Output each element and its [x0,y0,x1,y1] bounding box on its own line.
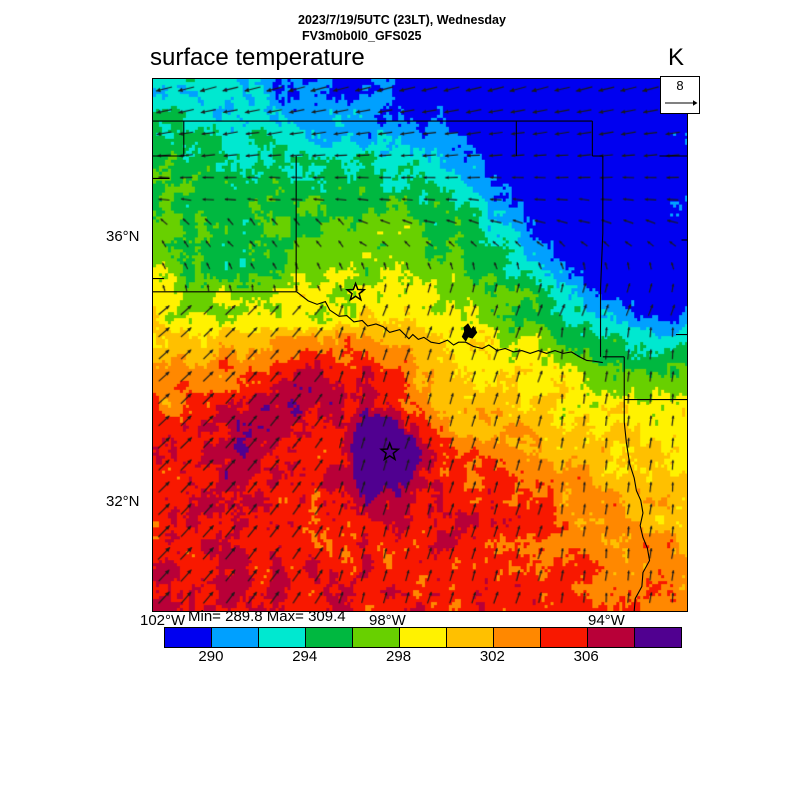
wind-reference-value: 8 [676,78,684,93]
border-path-12 [623,399,651,611]
colorbar-segment-9 [588,628,635,647]
colorbar-segment-3 [306,628,353,647]
lon-tick-94w: 94°W [588,612,625,629]
colorbar-segment-7 [494,628,541,647]
colorbar-segment-2 [259,628,306,647]
colorbar-segment-1 [212,628,259,647]
colorbar-segment-5 [400,628,447,647]
header-model-name: FV3m0b0l0_GFS025 [302,29,422,43]
colorbar-tick-290: 290 [198,648,224,665]
colorbar-segment-8 [541,628,588,647]
page-title: surface temperature [150,44,365,71]
colorbar-segment-0 [165,628,212,647]
header-datetime: 2023/7/19/5UTC (23LT), Wednesday [298,13,506,27]
colorbar-segment-10 [635,628,681,647]
colorbar[interactable] [164,627,682,648]
lat-tick-36n: 36°N [106,228,140,245]
map-overlay-layer [153,120,687,611]
colorbar-tick-298: 298 [386,648,412,665]
station-markers [345,281,401,462]
lake-texoma-shape [461,323,478,342]
border-path-8 [296,291,603,364]
min-max-readout: Min= 289.8 Max= 309.4 [188,608,346,625]
lat-tick-32n: 32°N [106,493,140,510]
station-star-south-icon [379,440,401,462]
colorbar-tick-labels: 290 294 298 302 306 [164,648,682,668]
colorbar-segment-6 [447,628,494,647]
lon-tick-102w: 102°W [140,612,186,629]
colorbar-tick-306: 306 [573,648,599,665]
colorbar-tick-294: 294 [292,648,318,665]
state-border-lines [153,120,687,611]
wind-reference-legend: 8 [660,76,700,114]
map-plot-area[interactable] [152,78,688,612]
colorbar-segment-4 [353,628,400,647]
wind-reference-arrow-icon [665,100,698,106]
wind-vector-layer [153,79,687,611]
border-path-2 [599,156,604,357]
colorbar-tick-302: 302 [479,648,505,665]
units-label: K [668,44,685,71]
station-star-north-icon [345,281,367,302]
border-path-4 [153,121,185,157]
lon-tick-98w: 98°W [369,612,406,629]
